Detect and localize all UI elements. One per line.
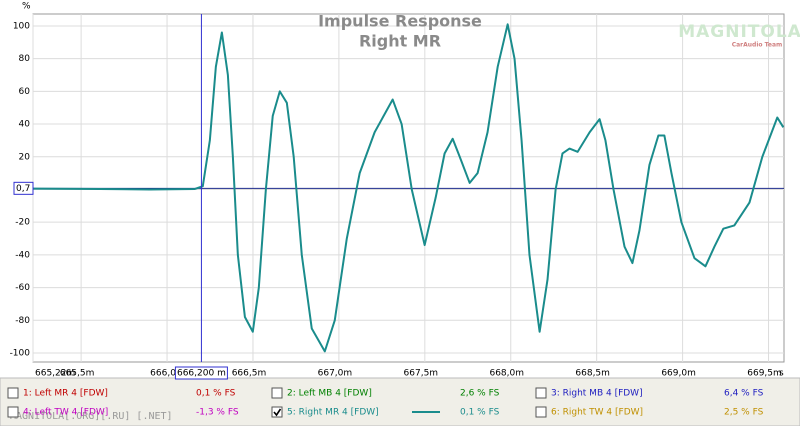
legend-label: 6: Right TW 4 [FDW] xyxy=(551,408,643,418)
x-tick-label: 668,0m xyxy=(489,369,524,379)
x-tick-label: 668,5m xyxy=(575,369,610,379)
legend-value: 6,4 % FS xyxy=(724,389,764,399)
legend-panel xyxy=(0,377,800,426)
legend-value: 0,1 % FS xyxy=(196,389,236,399)
y-tick-label: 80 xyxy=(19,54,31,64)
legend-value: 2,5 % FS xyxy=(724,408,764,418)
cursor-x-box xyxy=(174,366,228,380)
y-unit: % xyxy=(22,2,31,12)
x-tick-label: 666,0 xyxy=(150,369,176,379)
checkbox-tick xyxy=(273,408,282,417)
y-tick-label: -20 xyxy=(15,218,30,228)
legend-label: 4: Left TW 4 [FDW] xyxy=(23,408,108,418)
footer-watermark: MAGNITOLA[.ORG][.RU] [.NET] xyxy=(10,411,173,422)
chart-subtitle: Right MR xyxy=(359,32,441,51)
y-tick-label: -80 xyxy=(15,316,30,326)
checkbox[interactable] xyxy=(271,387,283,399)
y-tick-label: 100 xyxy=(13,21,30,31)
legend-label: 1: Left MR 4 [FDW] xyxy=(23,389,108,399)
x-tick-label: 665,5m xyxy=(60,369,95,379)
cursor-x-label: 666,200 m xyxy=(177,369,226,379)
cursor-y-box xyxy=(13,181,34,195)
x-tick-label: 669,5m xyxy=(747,369,782,379)
legend-label: 5: Right MR 4 [FDW] xyxy=(287,408,379,418)
y-tick-label: -40 xyxy=(15,250,30,260)
legend-value: -1,3 % FS xyxy=(196,408,239,418)
legend-value: 0,1 % FS xyxy=(460,408,500,418)
y-tick-label: 20 xyxy=(19,152,31,162)
x-tick-label: 665,22m xyxy=(35,369,75,379)
checkbox[interactable] xyxy=(271,406,283,418)
x-tick-label: 666,5m xyxy=(232,369,267,379)
legend-label: 2: Left MB 4 [FDW] xyxy=(287,389,372,399)
watermark-sub: CarAudio Team xyxy=(732,42,783,49)
y-tick-label: -60 xyxy=(15,283,30,293)
chart-title: Impulse Response xyxy=(318,12,482,31)
x-tick-label: 669,0m xyxy=(661,369,696,379)
y-tick-label: -100 xyxy=(10,349,31,359)
legend-value: 2,6 % FS xyxy=(460,389,500,399)
x-unit: s xyxy=(779,369,784,379)
series-line xyxy=(32,23,785,353)
checkbox[interactable] xyxy=(535,387,547,399)
y-tick-label: 60 xyxy=(19,87,31,97)
checkbox[interactable] xyxy=(535,406,547,418)
watermark-logo: MAGNITOLA xyxy=(678,22,800,42)
cursor-y-label: 0,7 xyxy=(16,184,30,194)
x-tick-label: 667,0m xyxy=(318,369,353,379)
checkbox[interactable] xyxy=(7,387,19,399)
x-tick-label: 667,5m xyxy=(404,369,439,379)
y-tick-label: 40 xyxy=(19,120,31,130)
legend-label: 3: Right MB 4 [FDW] xyxy=(551,389,643,399)
checkbox[interactable] xyxy=(7,406,19,418)
